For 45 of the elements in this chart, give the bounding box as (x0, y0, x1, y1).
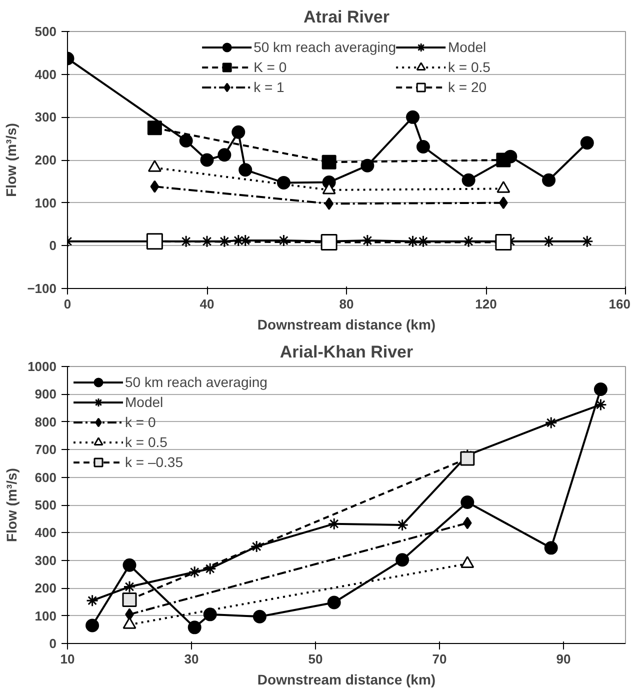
legend-label: k = –0.35 (125, 454, 183, 470)
legend-label: k = 20 (448, 79, 487, 95)
y-tick-label: −100 (27, 281, 57, 296)
legend-label: k = 0 (125, 414, 156, 430)
x-tick-label: 10 (60, 652, 75, 666)
y-tick-label: 100 (34, 608, 57, 624)
x-tick-label: 70 (432, 652, 447, 666)
legend-label: k = 1 (254, 79, 284, 95)
y-tick-label: 0 (49, 636, 57, 651)
y-tick-label: 900 (34, 386, 57, 402)
x-tick-label: 40 (200, 296, 214, 312)
legend-label: 50 km reach averaging (254, 39, 396, 55)
y-axis-title: Flow (m³/s) (4, 468, 20, 542)
x-tick-label: 80 (339, 296, 354, 312)
y-tick-label: 300 (34, 110, 57, 125)
legend-label: k = 0.5 (448, 59, 490, 75)
y-tick-label: 100 (34, 195, 57, 210)
legend-label: k = 0.5 (125, 434, 168, 450)
y-tick-label: 400 (34, 525, 57, 540)
y-tick-label: 500 (34, 498, 57, 512)
y-tick-label: 300 (34, 552, 57, 568)
x-tick-label: 30 (184, 652, 199, 666)
legend-label: Model (125, 394, 164, 410)
chart-title: Atrai River (304, 8, 390, 26)
y-tick-label: 1000 (28, 359, 56, 374)
chart-title: Arial-Khan River (280, 342, 414, 362)
legend-label: 50 km reach averaging (125, 374, 268, 390)
y-tick-label: 200 (34, 580, 57, 596)
y-tick-label: 700 (34, 442, 57, 458)
x-tick-label: 0 (64, 296, 72, 312)
y-axis-title: Flow (m³/s) (3, 123, 20, 197)
x-axis-title: Downstream distance (km) (257, 672, 436, 688)
legend-label: K = 0 (254, 59, 287, 75)
legend-label: Model (448, 39, 486, 55)
x-tick-label: 120 (475, 296, 497, 312)
x-tick-label: 50 (308, 652, 323, 666)
x-tick-label: 160 (608, 296, 631, 312)
y-tick-label: 500 (34, 24, 57, 39)
x-axis-title: Downstream distance (km) (257, 316, 436, 332)
y-tick-label: 400 (34, 66, 57, 82)
y-tick-label: 200 (34, 152, 57, 168)
x-tick-label: 90 (556, 652, 571, 666)
y-tick-label: 600 (34, 470, 57, 485)
y-tick-label: 0 (49, 238, 57, 254)
y-tick-label: 800 (34, 414, 57, 430)
